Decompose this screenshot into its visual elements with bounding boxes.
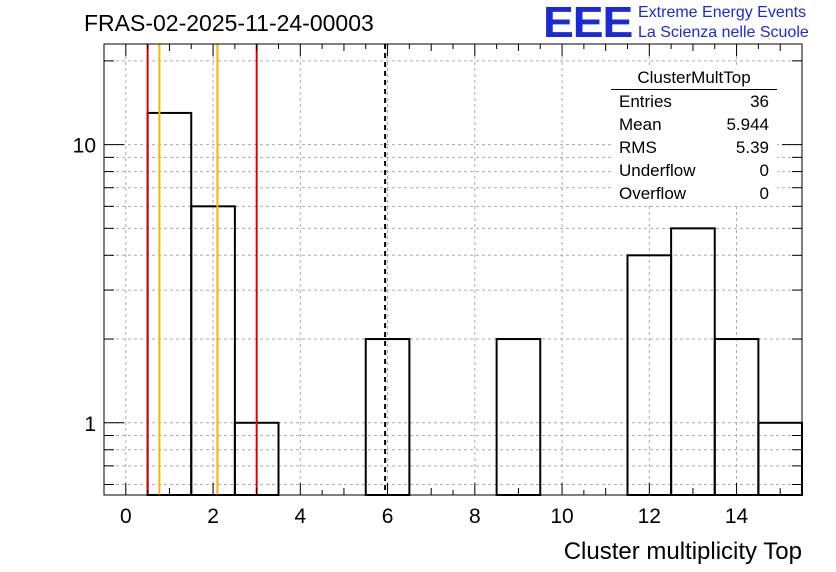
x-tick-label: 12 xyxy=(638,505,661,528)
histogram-bin xyxy=(495,338,542,496)
stats-row-rms: RMS 5.39 xyxy=(611,136,777,159)
stats-value: 0 xyxy=(759,184,769,203)
chart-title: FRAS-02-2025-11-24-00003 xyxy=(84,10,374,36)
stats-row-underflow: Underflow 0 xyxy=(611,159,777,182)
x-tick-label: 0 xyxy=(120,505,132,528)
stats-value: 5.39 xyxy=(735,138,769,157)
stats-box: ClusterMultTop Entries 36 Mean 5.944 RMS… xyxy=(611,66,777,205)
x-tick-label: 8 xyxy=(469,505,481,528)
stats-row-mean: Mean 5.944 xyxy=(611,113,777,136)
stats-row-overflow: Overflow 0 xyxy=(611,182,777,205)
logo-letters: EEE xyxy=(543,0,633,47)
x-tick-label: 6 xyxy=(382,505,394,528)
stats-label: Mean xyxy=(619,115,662,134)
stats-label: Entries xyxy=(619,92,672,111)
stats-value: 5.944 xyxy=(726,115,769,134)
y-tick-label: 1 xyxy=(84,413,96,436)
stats-label: Overflow xyxy=(619,184,687,203)
stats-value: 0 xyxy=(759,161,769,180)
histogram-bin xyxy=(146,111,193,497)
stats-row-entries: Entries 36 xyxy=(611,90,777,113)
axis-ticks xyxy=(104,44,803,495)
stats-title: ClusterMultTop xyxy=(611,66,777,90)
logo-subtitle-1: Extreme Energy Events xyxy=(638,4,807,21)
stats-label: RMS xyxy=(619,138,657,157)
stats-label: Underflow xyxy=(619,161,696,180)
tick-labels: 0 2 4 6 8 10 12 14 1 10 xyxy=(73,135,749,528)
stats-value: 36 xyxy=(750,92,769,111)
x-axis-label: Cluster multiplicity Top xyxy=(564,538,802,565)
x-tick-label: 4 xyxy=(294,505,306,528)
marker-lines xyxy=(146,44,387,495)
x-tick-label: 2 xyxy=(207,505,219,528)
logo-subtitle-2: La Scienza nelle Scuole xyxy=(638,24,809,41)
x-tick-label: 10 xyxy=(550,505,573,528)
y-tick-label: 10 xyxy=(73,135,96,158)
histogram-bin xyxy=(670,227,716,496)
x-tick-label: 14 xyxy=(725,505,749,528)
